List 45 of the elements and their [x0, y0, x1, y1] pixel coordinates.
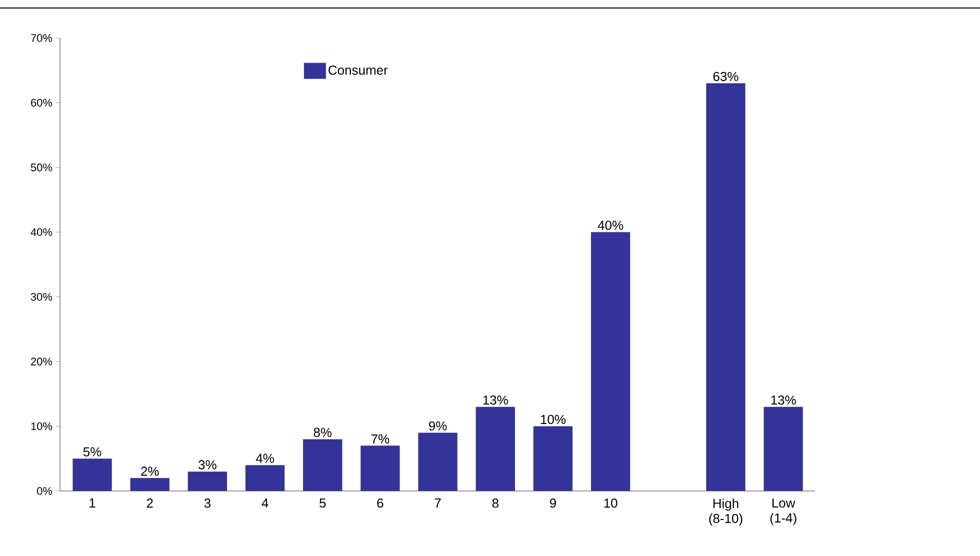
x-tick-label: 8 — [492, 498, 498, 508]
y-tick-label: 40% — [30, 228, 52, 236]
x-tick-label: 2 — [146, 498, 153, 508]
data-label: 4% — [256, 454, 274, 463]
x-tick-label: Low (1-4) — [770, 498, 796, 526]
y-tick-label: 20% — [31, 358, 52, 366]
bar — [476, 406, 515, 491]
data-label: 7% — [371, 434, 390, 444]
bar — [303, 439, 342, 491]
data-label: 13% — [771, 395, 796, 405]
data-label: 3% — [198, 460, 216, 470]
data-label: 9% — [429, 421, 447, 431]
y-tick-label: 60% — [31, 98, 52, 107]
bar — [245, 465, 285, 491]
y-tick-label: 10% — [31, 422, 52, 430]
bar — [706, 83, 746, 491]
x-tick-label: 9 — [550, 498, 556, 508]
legend-label: Consumer — [328, 66, 388, 75]
bar — [764, 406, 803, 491]
bar — [533, 426, 573, 491]
y-tick-label: 70% — [31, 34, 52, 42]
bar — [130, 478, 170, 491]
x-tick-label: 7 — [434, 498, 441, 508]
bar — [418, 432, 458, 491]
bar — [360, 446, 400, 491]
data-label: 13% — [483, 395, 508, 405]
x-tick-label: 1 — [90, 498, 96, 508]
y-tick-label: 30% — [30, 292, 52, 301]
bar — [188, 472, 228, 491]
data-label: 40% — [598, 220, 624, 230]
x-tick-label: High (8-10) — [709, 498, 742, 526]
data-label: 8% — [314, 428, 332, 438]
bar — [72, 458, 112, 491]
x-tick-label: 5 — [320, 498, 326, 508]
data-label: 5% — [83, 447, 102, 456]
data-label: 10% — [540, 414, 566, 424]
y-tick-label: 50% — [30, 164, 52, 172]
x-tick-label: 6 — [377, 498, 384, 508]
data-label: 63% — [713, 72, 738, 82]
y-tick-label: 0% — [37, 487, 52, 495]
x-tick-label: 4 — [262, 498, 268, 508]
bar — [590, 232, 630, 491]
x-tick-label: 3 — [204, 498, 210, 508]
data-label: 2% — [141, 466, 159, 476]
x-tick-label: 10 — [604, 498, 618, 508]
